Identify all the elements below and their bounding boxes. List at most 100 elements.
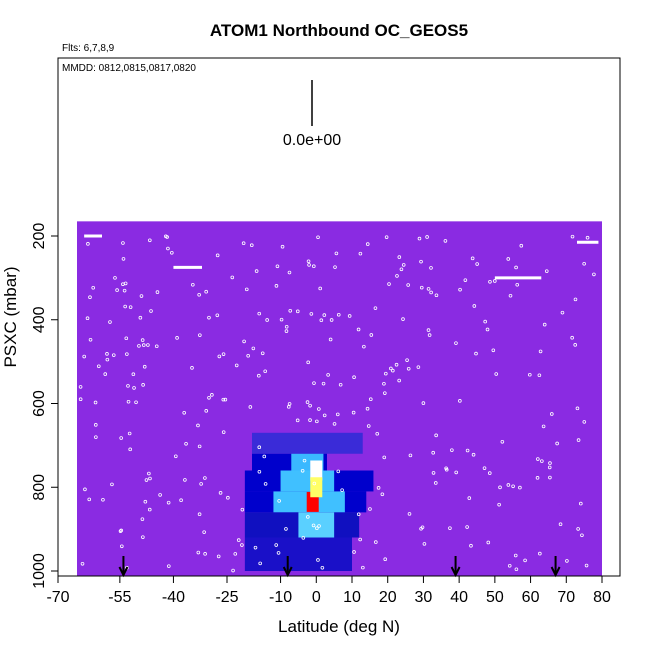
heatmap-band <box>280 470 335 492</box>
sample-point <box>311 264 316 269</box>
sample-point <box>317 407 321 411</box>
sample-point <box>144 478 149 482</box>
sample-point <box>126 384 130 388</box>
sample-point <box>147 471 151 476</box>
sample-point <box>141 343 146 347</box>
sample-point <box>121 241 125 245</box>
sample-point <box>416 365 421 369</box>
sample-point <box>260 351 265 356</box>
sample-point <box>105 357 110 362</box>
sample-point <box>384 371 388 376</box>
sample-point <box>538 349 543 354</box>
sample-point <box>433 481 438 485</box>
sample-point <box>184 441 188 446</box>
sample-point <box>391 368 395 373</box>
sample-point <box>362 344 366 349</box>
sample-point <box>306 515 310 519</box>
sample-point <box>579 501 583 506</box>
sample-point <box>340 488 344 492</box>
sample-point <box>183 478 187 482</box>
sample-point <box>322 413 327 418</box>
sample-point <box>306 259 311 264</box>
sample-point <box>207 315 211 320</box>
sample-point <box>167 564 171 568</box>
sample-point <box>376 486 381 490</box>
sample-point <box>508 293 513 298</box>
x-tick-label: -25 <box>215 589 238 606</box>
sample-point <box>573 297 578 302</box>
x-tick-label: -55 <box>108 589 131 606</box>
x-tick-label: -70 <box>46 589 69 606</box>
sample-point <box>463 278 468 282</box>
sample-point <box>406 366 411 371</box>
sample-point <box>287 402 292 406</box>
x-tick-label: 30 <box>415 589 433 606</box>
sample-point <box>80 561 85 566</box>
sample-point <box>204 409 209 413</box>
sample-point <box>137 344 141 348</box>
sample-point <box>246 353 250 358</box>
sample-point <box>336 469 341 474</box>
sample-point <box>244 287 249 292</box>
sample-point <box>570 234 575 239</box>
sample-point <box>78 397 83 402</box>
sample-point <box>91 285 96 290</box>
scale-label: 0.0e+00 <box>283 132 341 149</box>
sample-point <box>333 265 337 269</box>
x-tick-label: 20 <box>379 589 397 606</box>
x-tick-label: 40 <box>450 589 468 606</box>
sample-point <box>318 286 323 291</box>
sample-point <box>547 465 552 470</box>
sample-point <box>458 287 462 292</box>
sample-point <box>368 507 372 511</box>
sample-point <box>582 261 586 266</box>
sample-point <box>257 469 262 474</box>
sample-point <box>575 406 580 411</box>
sample-point <box>308 418 312 422</box>
sample-point <box>573 343 578 347</box>
y-tick-label: 600 <box>31 390 48 417</box>
sample-point <box>111 353 116 357</box>
sample-point <box>358 537 362 542</box>
sample-point <box>434 433 438 438</box>
sample-point <box>514 567 519 572</box>
sample-point <box>406 283 410 287</box>
sample-point <box>148 476 152 481</box>
sample-point <box>319 318 324 322</box>
sample-point <box>274 284 279 288</box>
sample-point <box>306 360 310 365</box>
sample-point <box>218 491 223 495</box>
sample-point <box>585 235 590 240</box>
sample-point <box>425 235 429 239</box>
sample-point <box>399 267 404 272</box>
sample-point <box>474 351 478 356</box>
sample-point <box>115 288 119 292</box>
sample-point <box>94 435 98 439</box>
sample-point <box>315 419 319 424</box>
sample-point <box>302 458 307 463</box>
sample-point <box>305 400 310 404</box>
sample-point <box>124 336 129 341</box>
sample-point <box>121 257 126 261</box>
sample-point <box>374 540 378 544</box>
dates-label: MMDD: 0812,0815,0817,0820 <box>62 63 196 74</box>
sample-point <box>493 279 497 283</box>
sample-point <box>434 293 439 298</box>
sample-point <box>101 497 105 502</box>
sample-point <box>383 391 387 395</box>
sample-point <box>240 507 245 512</box>
sample-point <box>368 397 373 402</box>
sample-point <box>122 288 127 293</box>
sample-point <box>140 338 145 342</box>
sample-point <box>257 373 261 378</box>
sample-point <box>217 354 222 359</box>
sample-point <box>87 497 92 502</box>
sample-point <box>358 251 363 256</box>
sample-point <box>234 363 239 368</box>
sample-point <box>555 441 559 446</box>
sample-point <box>471 452 476 457</box>
sample-point <box>120 544 124 549</box>
sample-point <box>527 372 532 377</box>
heatmap-hotspot <box>310 477 323 498</box>
sample-point <box>196 423 200 428</box>
